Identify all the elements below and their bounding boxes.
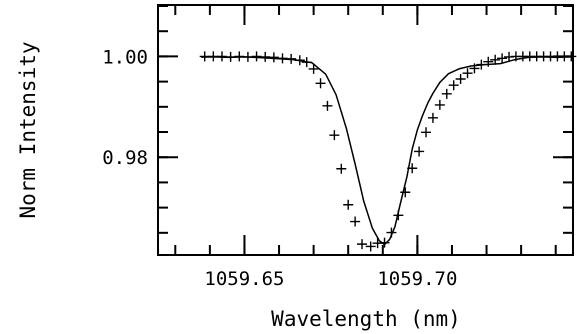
data-point-marker [462,68,473,79]
data-point-marker [234,51,245,62]
x-axis-label: Wavelength (nm) [271,307,461,331]
data-point-marker [407,163,418,174]
data-point-marker [208,51,219,62]
data-point-marker [294,55,305,66]
data-point-marker [357,239,368,250]
data-point-marker [216,51,227,62]
data-point-marker [400,187,411,198]
data-point-marker [336,163,347,174]
y-axis-label: Norm Intensity [16,41,40,218]
data-point-marker [421,127,432,138]
data-point-marker [490,54,501,65]
x-tick-label: 1059.70 [377,268,457,290]
data-point-marker [379,237,390,248]
y-tick-label: 0.98 [102,147,148,169]
data-point-marker [242,51,253,62]
minor-ticks [158,5,573,255]
x-tick-labels: 1059.65 1059.70 [204,268,457,290]
major-ticks [158,5,573,255]
y-tick-label: 1.00 [102,46,148,68]
series-layer [199,51,577,252]
data-point-marker [251,51,262,62]
data-point-marker [343,199,354,210]
data-point-marker [441,88,452,99]
data-point-marker [260,51,271,62]
plot-frame [157,4,574,256]
data-point-marker [455,73,466,84]
data-point-marker [483,56,494,67]
data-point-marker [476,59,487,70]
y-tick-labels: 1.00 0.98 [102,46,148,169]
data-point-marker [566,51,577,62]
data-point-marker [277,53,288,64]
data-point-marker [350,216,361,227]
data-point-marker [329,130,340,141]
data-point-marker [386,227,397,238]
data-point-marker [497,53,508,64]
data-point-marker [268,52,279,63]
x-tick-label: 1059.65 [204,268,284,290]
data-point-marker [308,63,319,74]
data-point-marker [469,63,480,74]
data-point-marker [448,80,459,91]
data-point-marker [315,78,326,89]
data-point-marker [322,100,333,111]
data-point-marker [427,112,438,123]
data-point-marker [225,51,236,62]
data-point-marker [414,146,425,157]
data-point-marker [286,53,297,64]
data-point-marker [393,210,404,221]
fit-line [201,56,574,246]
data-point-marker [301,57,312,68]
data-point-marker [199,51,210,62]
data-point-marker [365,241,376,252]
data-point-marker [434,99,445,110]
